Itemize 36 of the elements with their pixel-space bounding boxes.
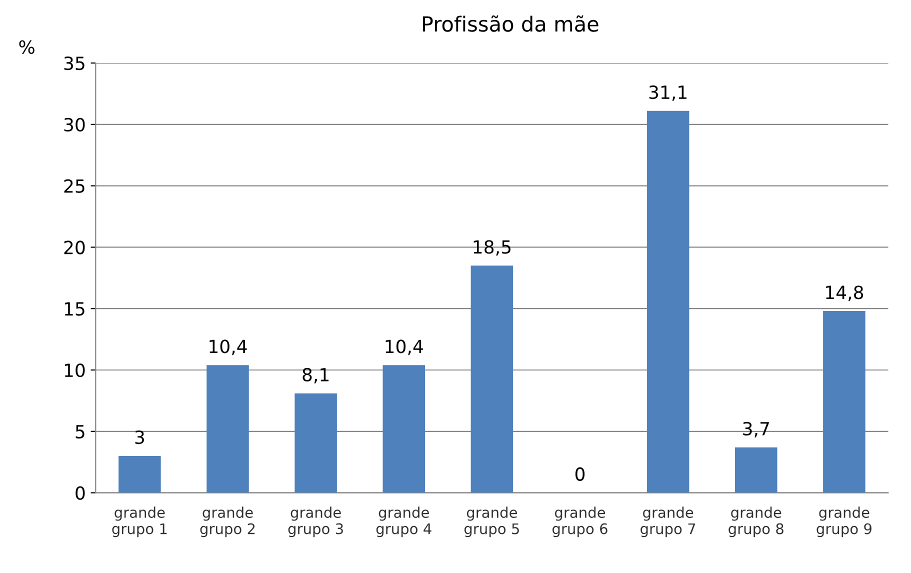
- data-label: 3: [135, 430, 144, 444]
- data-label: 31,1: [649, 85, 686, 101]
- x-tick-label: grande grupo 8: [728, 506, 784, 538]
- bar: [294, 393, 337, 493]
- bar: [734, 447, 778, 493]
- y-tick-label: 20: [64, 240, 85, 254]
- y-tick-label: 10: [64, 363, 85, 378]
- x-tick-label: grande grupo 5: [464, 506, 519, 538]
- y-tick-label: 5: [76, 425, 84, 439]
- x-tick-label: grande grupo 6: [552, 506, 608, 538]
- bar: [206, 365, 249, 493]
- x-tick-label: grande grupo 7: [640, 506, 696, 538]
- x-tick-label: grande grupo 4: [376, 506, 432, 538]
- data-label: 18,5: [474, 240, 510, 256]
- x-tick-label: grande grupo 9: [816, 506, 872, 538]
- x-tick-label: grande grupo 2: [200, 506, 255, 538]
- data-label: 14,8: [826, 286, 864, 302]
- data-label: 8,1: [302, 368, 329, 384]
- data-label: 10,4: [210, 340, 247, 356]
- data-label: 3,7: [743, 422, 769, 438]
- chart-title: Profissão da mãe: [422, 15, 598, 32]
- bar: [470, 266, 514, 493]
- y-tick-label: 30: [64, 118, 85, 132]
- bar: [823, 311, 866, 493]
- data-label: 10,4: [386, 340, 423, 356]
- bar: [646, 110, 690, 493]
- y-tick-label: 35: [64, 56, 84, 70]
- x-tick-label: grande grupo 1: [112, 506, 167, 538]
- bar: [382, 365, 426, 493]
- data-label: 0: [575, 467, 585, 481]
- y-tick-label: 15: [64, 302, 84, 316]
- x-tick-label: grande grupo 3: [288, 506, 343, 538]
- bar: [118, 456, 161, 493]
- y-tick-label: 25: [64, 179, 84, 193]
- y-tick-label: 0: [76, 486, 85, 500]
- y-axis-title: %: [19, 40, 34, 54]
